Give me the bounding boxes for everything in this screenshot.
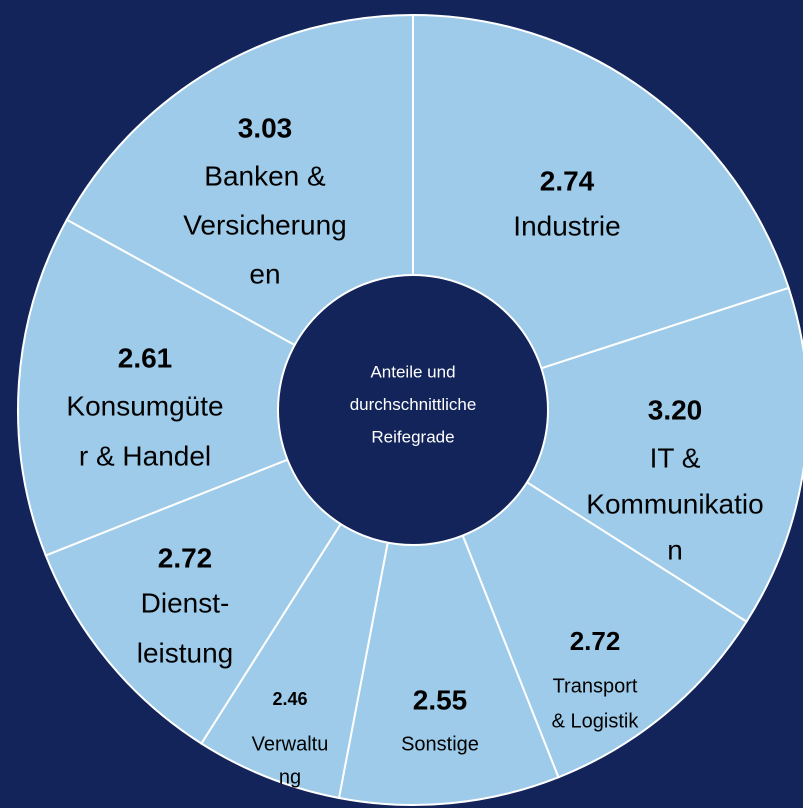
score-label: 3.20 — [648, 394, 703, 425]
donut-segment — [410, 286, 803, 624]
score-label: 2.55 — [413, 684, 468, 715]
category-label: & Logistik — [552, 710, 640, 732]
score-label: 3.03 — [238, 112, 293, 143]
score-label: 2.72 — [158, 542, 213, 573]
center-hole — [277, 274, 549, 546]
category-label: Versicherung — [183, 209, 346, 240]
category-label: IT & — [650, 442, 701, 473]
score-label: 2.72 — [570, 626, 621, 656]
category-label: Transport — [553, 675, 638, 697]
category-label: Banken & — [204, 160, 326, 191]
category-label: Verwaltu — [252, 733, 329, 755]
center-text: Anteile und — [370, 362, 455, 381]
category-label: Dienst- — [141, 587, 230, 618]
category-label: en — [249, 258, 280, 289]
category-label: Konsumgüte — [66, 390, 223, 421]
score-label: 2.61 — [118, 342, 173, 373]
center-text: Reifegrade — [371, 427, 454, 446]
category-label: n — [667, 534, 683, 565]
category-label: Kommunikatio — [586, 488, 763, 519]
donut-segment — [17, 218, 416, 557]
score-label: 2.74 — [540, 165, 595, 196]
center-text: durchschnittliche — [350, 395, 477, 414]
donut-segment — [337, 406, 560, 806]
category-label: ng — [279, 766, 301, 788]
category-label: Industrie — [513, 210, 620, 241]
category-label: Sonstige — [401, 733, 479, 755]
category-label: leistung — [137, 637, 234, 668]
donut-segment — [412, 13, 790, 412]
score-label: 2.46 — [272, 689, 307, 709]
category-label: r & Handel — [79, 440, 211, 471]
